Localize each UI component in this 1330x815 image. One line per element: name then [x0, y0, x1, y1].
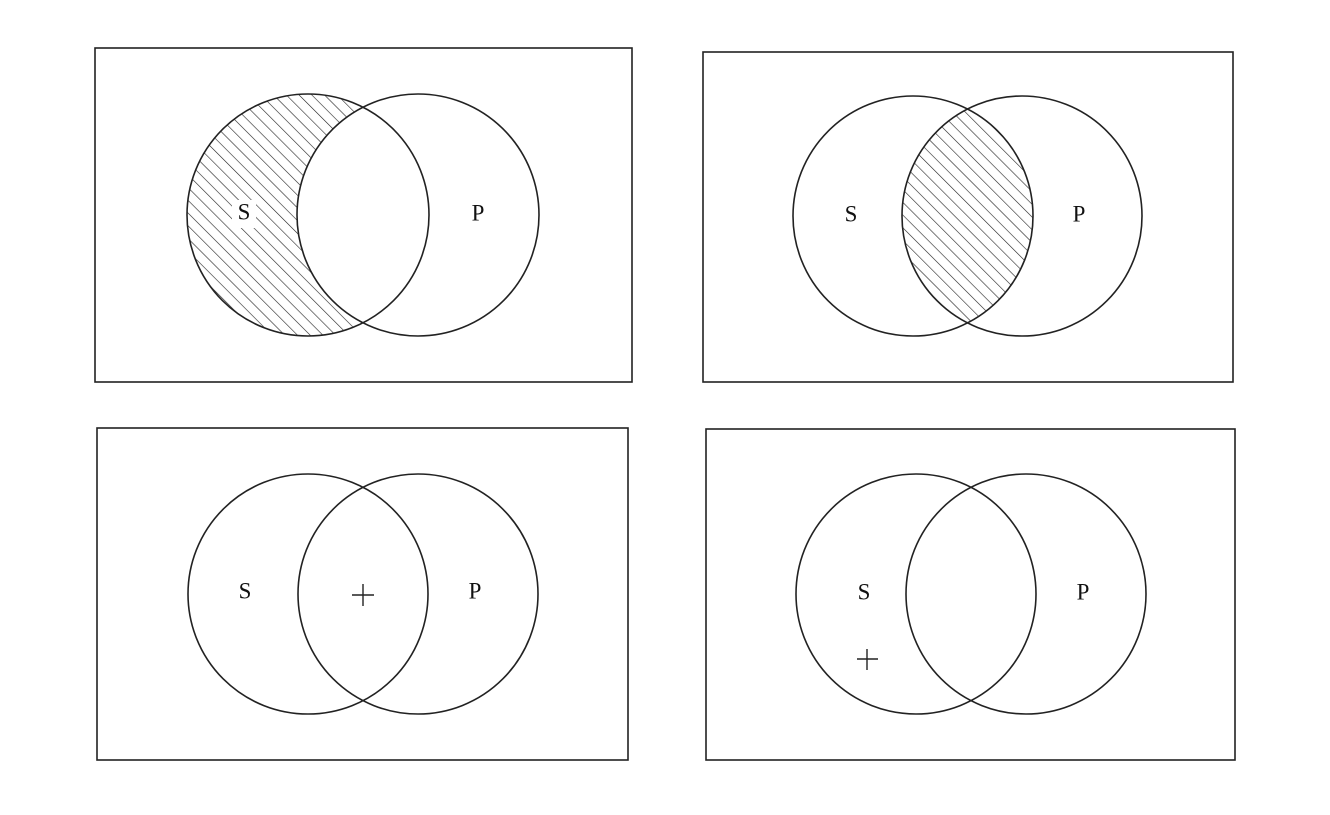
label-p: P: [469, 578, 482, 603]
hatched-region: [902, 96, 1033, 336]
panel: S P: [702, 51, 1234, 383]
label-s: S: [239, 578, 252, 603]
panel: S P: [96, 427, 629, 761]
circle-s: [795, 473, 1037, 715]
circle-p: [296, 93, 540, 337]
frame: [702, 51, 1234, 383]
frame: [96, 427, 629, 761]
label-s: S: [845, 201, 858, 226]
frame: [705, 428, 1236, 761]
label-p: P: [1073, 201, 1086, 226]
circle-p: [905, 473, 1147, 715]
frame: [94, 47, 633, 383]
label-p: P: [1077, 579, 1090, 604]
circle-p: [901, 95, 1143, 337]
panel: S P: [705, 428, 1236, 761]
label-p: P: [472, 200, 485, 225]
label-s: S: [238, 199, 251, 224]
circle-s: [187, 473, 429, 715]
panel: S P: [94, 47, 633, 383]
circle-p: [297, 473, 539, 715]
plus-sign: [857, 649, 878, 670]
circle-s: [792, 95, 1034, 337]
blank-region: [297, 94, 539, 336]
label-s: S: [858, 579, 871, 604]
plus-sign: [352, 584, 374, 606]
circle-s: [186, 93, 430, 337]
label-bg: [232, 200, 256, 228]
